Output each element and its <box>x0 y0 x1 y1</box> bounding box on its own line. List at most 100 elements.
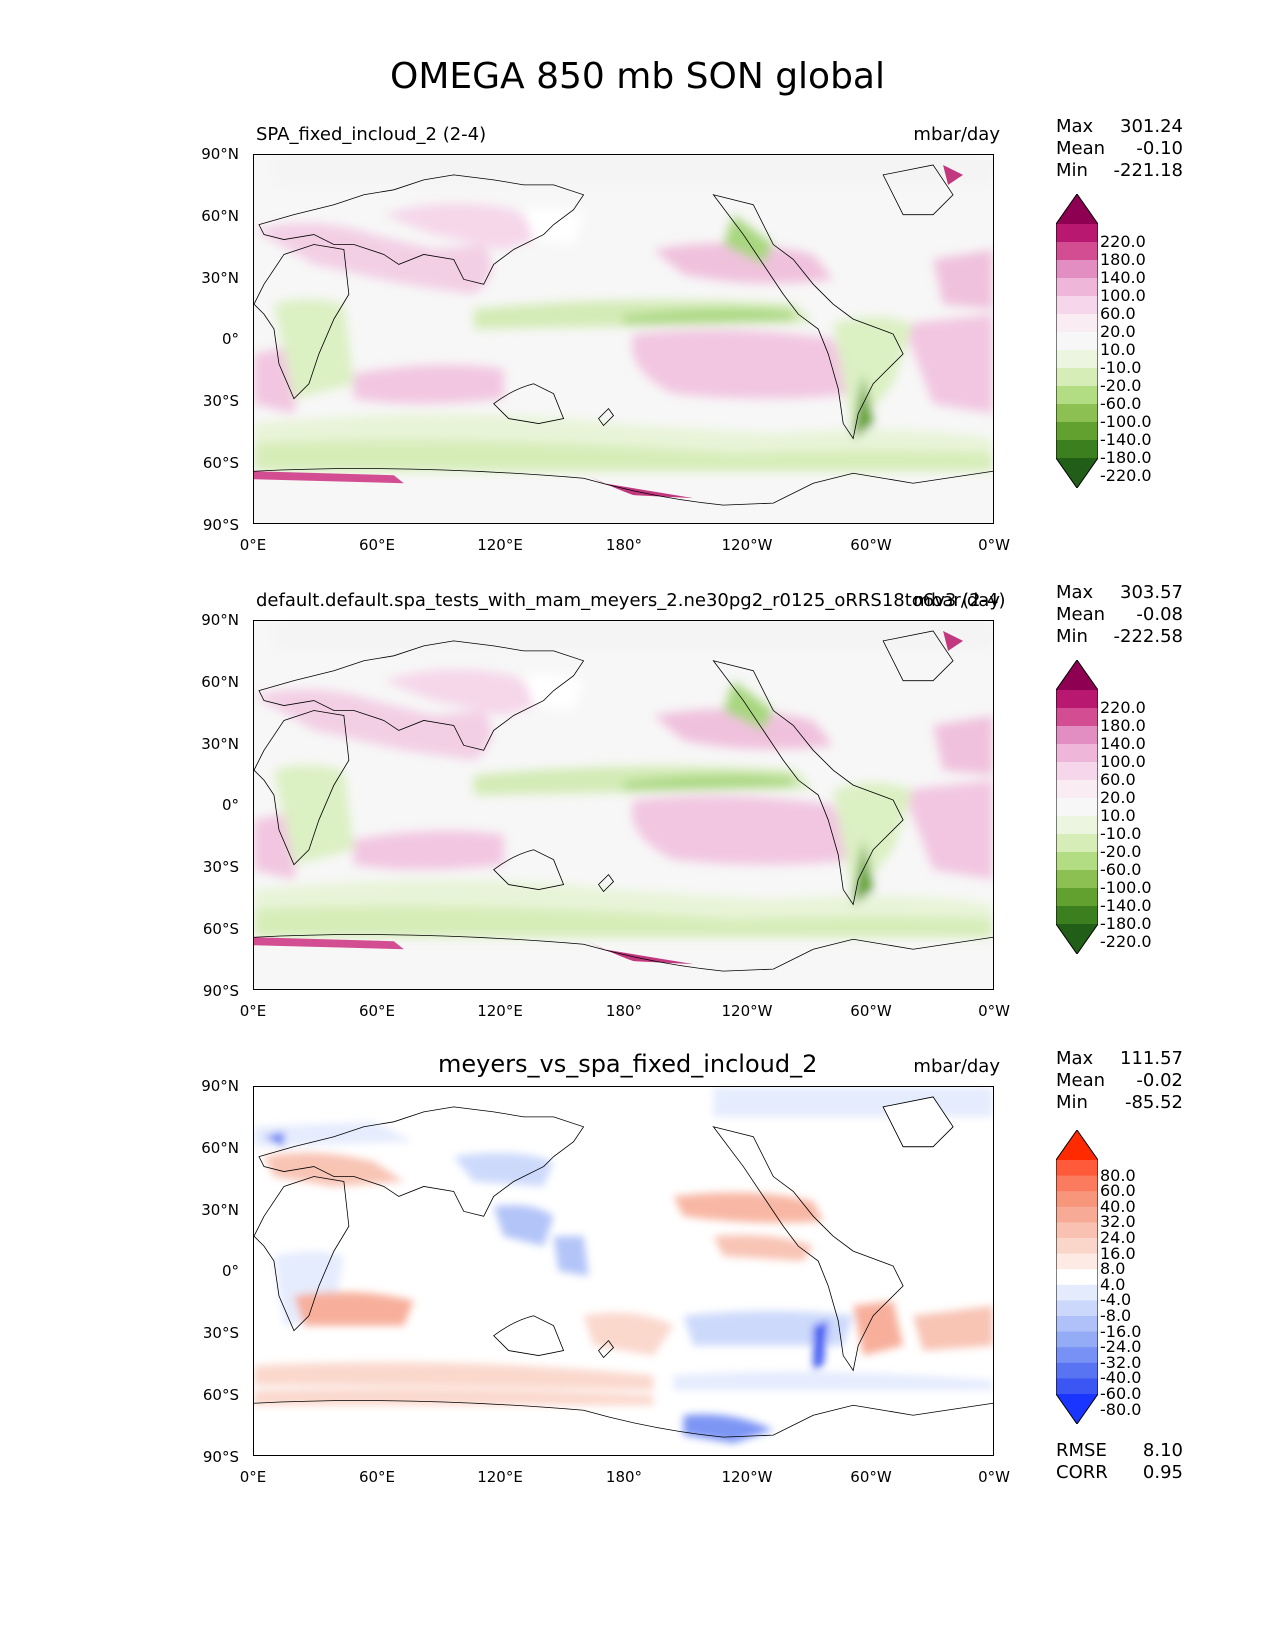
x-tick-label: 0°W <box>978 536 1010 554</box>
colorbar-segment <box>1056 1206 1098 1223</box>
x-tick-label: 180° <box>605 1468 643 1486</box>
panel-test: SPA_fixed_incloud_2 (2-4) mbar/day <box>0 0 1275 554</box>
colorbar-segment <box>1056 242 1098 261</box>
colorbar-segment <box>1056 870 1098 889</box>
mean-value: -0.02 <box>1136 1070 1183 1091</box>
colorbar-segment <box>1056 260 1098 279</box>
max-label: Max <box>1056 1048 1094 1069</box>
y-tick-label: 30°N <box>201 1201 239 1219</box>
colorbar-tick-label: 24.0 <box>1100 1228 1136 1247</box>
colorbar-tick-label: 8.0 <box>1100 1259 1126 1279</box>
max-value: 301.24 <box>1120 116 1183 137</box>
colorbar-segment <box>1056 1191 1098 1208</box>
colorbar-segment <box>1056 1222 1098 1239</box>
rmse-label: RMSE <box>1056 1440 1107 1461</box>
colorbar-segment <box>1056 1362 1098 1379</box>
colorbar-segment <box>1056 350 1098 369</box>
min-label: Min <box>1056 626 1088 647</box>
colorbar-segment <box>1056 762 1098 781</box>
colorbar-segment <box>1056 1160 1098 1177</box>
colorbar-tick-label: 10.0 <box>1100 806 1136 825</box>
colorbar-tick-label: -140.0 <box>1100 430 1152 449</box>
colorbar-segment <box>1056 1269 1098 1286</box>
colorbar-segment <box>1056 314 1098 333</box>
x-tick-label: 180° <box>605 536 643 554</box>
mean-label: Mean <box>1056 604 1106 625</box>
max-value: 111.57 <box>1120 1048 1183 1069</box>
colorbar-segment <box>1056 1347 1098 1364</box>
colorbar-tick-label: -180.0 <box>1100 448 1152 467</box>
mean-value: -0.08 <box>1136 604 1183 625</box>
x-tick-label: 120°W <box>721 1002 773 1020</box>
colorbar-tick-label: -10.0 <box>1100 824 1142 843</box>
colorbar-segment <box>1056 906 1098 925</box>
greenland-blank <box>882 1096 954 1148</box>
metrics-box: RMSE 8.10 CORR 0.95 <box>1056 1440 1183 1484</box>
colorbar-segment <box>1056 368 1098 387</box>
colorbar-segment <box>1056 1378 1098 1395</box>
colorbar-segment <box>1056 888 1098 907</box>
colorbar-tick-label: -24.0 <box>1100 1337 1142 1357</box>
colorbar-tick-label: -80.0 <box>1100 1399 1142 1419</box>
colorbar-tick-label: 140.0 <box>1100 734 1146 753</box>
x-tick-label: 0°E <box>239 1468 267 1486</box>
colorbar-segment <box>1056 1331 1098 1348</box>
colorbar-segment <box>1056 296 1098 315</box>
stats-box: Max 303.57 Mean -0.08 Min -222.58 <box>1056 582 1183 648</box>
colorbar-tick-label: -8.0 <box>1100 1306 1132 1325</box>
colorbar-segment <box>1056 780 1098 799</box>
colorbar-tick-label: -220.0 <box>1100 466 1152 485</box>
difference-field <box>254 1087 993 1444</box>
colorbar-segment <box>1056 404 1098 423</box>
colorbar-tick-label: 220.0 <box>1100 698 1146 717</box>
colorbar-segment <box>1056 1175 1098 1192</box>
y-tick-label: 30°S <box>202 392 239 410</box>
colorbar-tick-label: -40.0 <box>1100 1368 1142 1388</box>
colorbar-segment <box>1056 224 1098 243</box>
colorbar-segment <box>1056 690 1098 709</box>
map-plot <box>253 1086 994 1456</box>
y-tick-label: 60°S <box>202 1386 239 1404</box>
colorbar-tick-label: 20.0 <box>1100 322 1136 341</box>
min-value: -85.52 <box>1124 1092 1183 1113</box>
colorbar-tick-label: 60.0 <box>1100 304 1136 323</box>
y-tick-label: 90°S <box>202 516 239 534</box>
x-tick-label: 120°E <box>477 536 523 554</box>
colorbar-segment <box>1056 332 1098 351</box>
panel-title: meyers_vs_spa_fixed_incloud_2 <box>438 1050 818 1078</box>
max-label: Max <box>1056 116 1094 137</box>
colorbar-tick-label: -4.0 <box>1100 1290 1132 1310</box>
panel-units: mbar/day <box>913 124 1000 145</box>
colorbar-tick-label: 4.0 <box>1100 1274 1126 1294</box>
colorbar-tick-label: -180.0 <box>1100 914 1152 933</box>
y-tick-label: 60°N <box>201 207 239 225</box>
colorbar-segment <box>1056 440 1098 459</box>
high-omega-spots <box>254 630 964 965</box>
colorbar-segment <box>1056 708 1098 727</box>
figure-title: OMEGA 850 mb SON global <box>390 56 885 97</box>
colorbar-graphic <box>1056 194 1098 488</box>
colorbar-tick-label: -10.0 <box>1100 358 1142 377</box>
colorbar-tick-label: -220.0 <box>1100 932 1152 951</box>
colorbar-segment <box>1056 834 1098 853</box>
y-tick-label: 90°S <box>202 982 239 1000</box>
colorbar-tick-label: 16.0 <box>1100 1243 1136 1263</box>
colorbar-tick-label: 220.0 <box>1100 232 1146 251</box>
y-tick-label: 90°N <box>201 1077 239 1095</box>
colorbar-segment <box>1056 278 1098 297</box>
corr-value: 0.95 <box>1142 1462 1183 1483</box>
x-tick-label: 60°E <box>358 1468 396 1486</box>
colorbar-top-extend <box>1056 1130 1098 1160</box>
panel-title: SPA_fixed_incloud_2 (2-4) <box>256 124 487 145</box>
mean-label: Mean <box>1056 138 1106 159</box>
map-plot <box>253 620 994 990</box>
colorbar-tick-label: -60.0 <box>1100 860 1142 879</box>
x-tick-label: 60°E <box>358 1002 396 1020</box>
y-tick-label: 60°S <box>202 454 239 472</box>
colorbar-tick-label: -20.0 <box>1100 842 1142 861</box>
colorbar-segment <box>1056 386 1098 405</box>
colorbar-segment <box>1056 726 1098 745</box>
colorbar <box>1056 660 1098 954</box>
x-tick-label: 0°E <box>239 536 267 554</box>
y-tick-label: 60°N <box>201 673 239 691</box>
